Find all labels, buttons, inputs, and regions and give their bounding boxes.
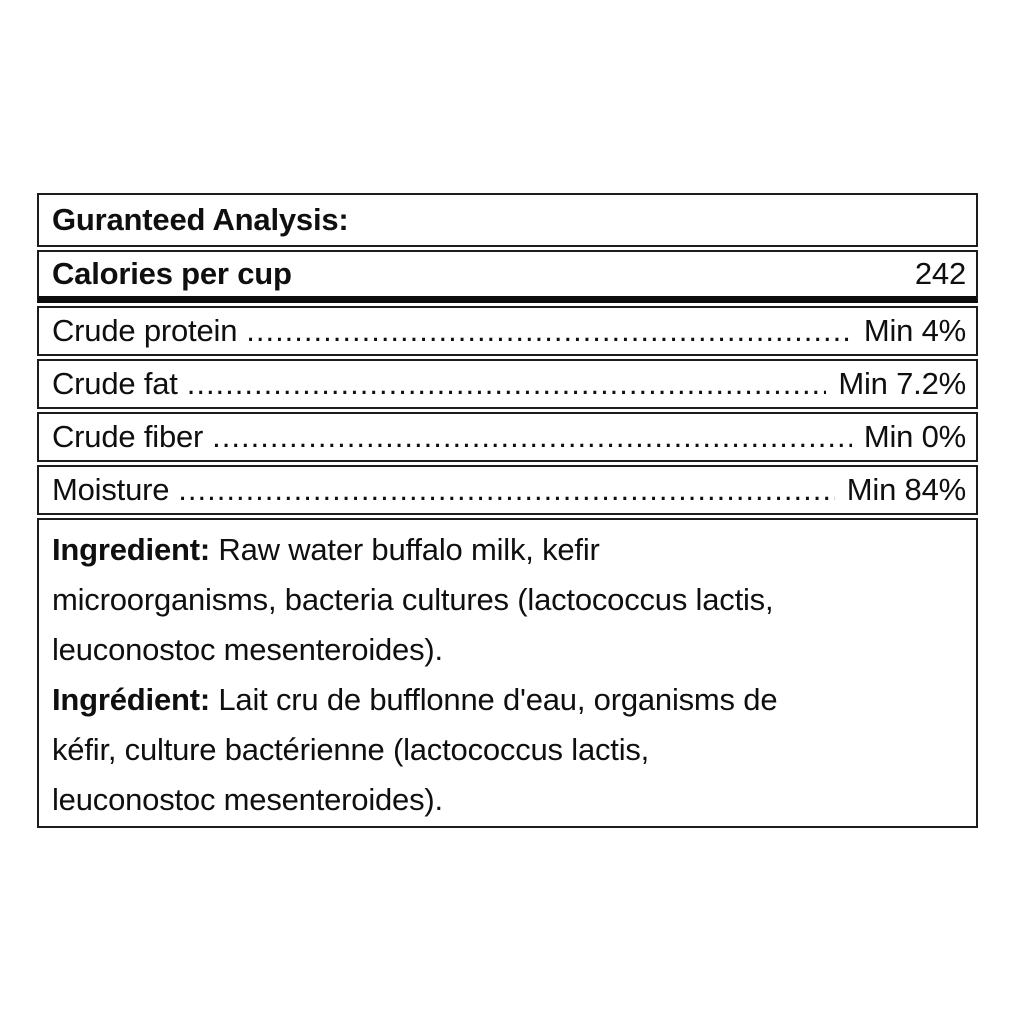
leader-dots: ........................................… — [212, 419, 852, 454]
leader-dots: ........................................… — [246, 313, 852, 348]
ingredients-fr-label: Ingrédient: — [52, 682, 210, 717]
crude-protein-label: Crude protein — [52, 313, 238, 348]
ingredients-fr-line1: Ingrédient: Lait cru de bufflonne d'eau,… — [52, 675, 962, 725]
ingredients-row: Ingredient: Raw water buffalo milk, kefi… — [37, 518, 978, 828]
leader-dots: ........................................… — [178, 472, 835, 507]
crude-fiber-row: Crude fiber ............................… — [37, 412, 978, 462]
crude-fat-label: Crude fat — [52, 366, 178, 401]
ingredients-en-line3: leuconostoc mesenteroides). — [52, 632, 443, 667]
ingredients-en-line1: Ingredient: Raw water buffalo milk, kefi… — [52, 525, 962, 575]
crude-fiber-value: Min 0% — [863, 419, 966, 454]
crude-fiber-label: Crude fiber — [52, 419, 204, 454]
calories-value: 242 — [914, 256, 966, 291]
calories-row: Calories per cup 242 — [37, 250, 978, 303]
leader-dots: ........................................… — [186, 366, 827, 401]
crude-protein-row: Crude protein ..........................… — [37, 306, 978, 356]
ingredients-en-line2: microorganisms, bacteria cultures (lacto… — [52, 582, 774, 617]
ingredients-en-label: Ingredient: — [52, 532, 210, 567]
moisture-row: Moisture ...............................… — [37, 465, 978, 515]
crude-fat-row: Crude fat ..............................… — [37, 359, 978, 409]
crude-fat-value: Min 7.2% — [838, 366, 966, 401]
ingredients-fr-line1-text: Lait cru de bufflonne d'eau, organisms d… — [209, 682, 778, 717]
ingredients-fr-line3: leuconostoc mesenteroides). — [52, 782, 443, 817]
calories-label: Calories per cup — [52, 256, 292, 291]
table-header-row: Guranteed Analysis: — [37, 193, 978, 247]
moisture-label: Moisture — [52, 472, 170, 507]
crude-protein-value: Min 4% — [863, 313, 966, 348]
ingredients-en-line1-text: Raw water buffalo milk, kefir — [209, 532, 600, 567]
moisture-value: Min 84% — [846, 472, 966, 507]
guaranteed-analysis-title: Guranteed Analysis: — [52, 202, 349, 237]
guaranteed-analysis-table: Guranteed Analysis: Calories per cup 242… — [37, 193, 978, 828]
ingredients-fr-line2: kéfir, culture bactérienne (lactococcus … — [52, 732, 650, 767]
